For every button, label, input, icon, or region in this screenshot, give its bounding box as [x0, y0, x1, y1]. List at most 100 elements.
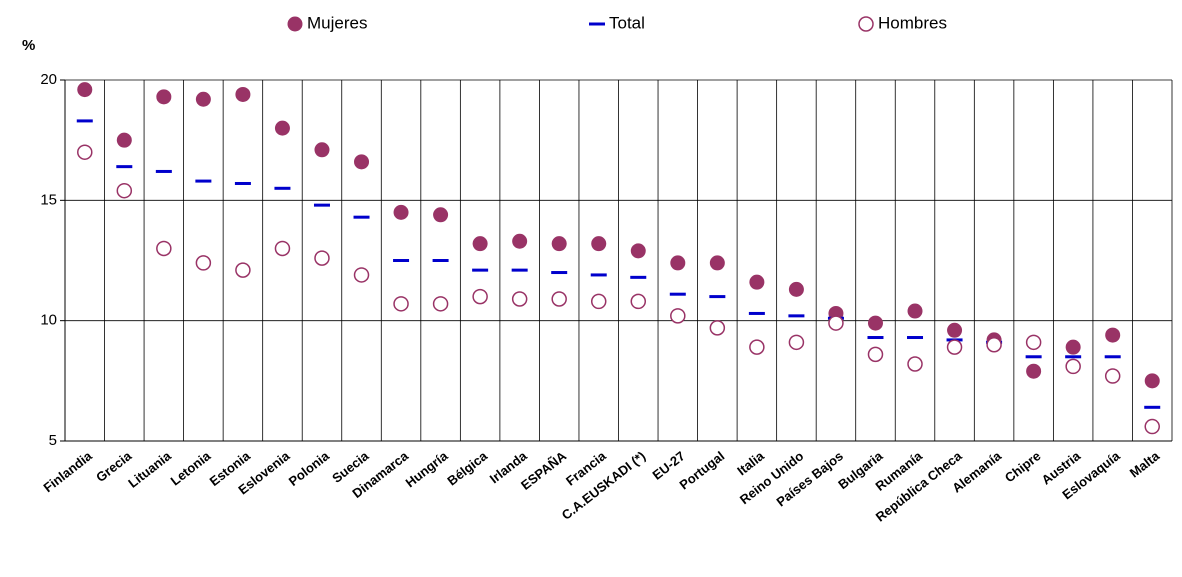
point	[947, 322, 963, 338]
point	[433, 207, 449, 223]
point	[314, 250, 330, 266]
x-tick-label: Finlandia	[41, 448, 96, 495]
x-tick-label: Italia	[734, 448, 767, 479]
point	[432, 296, 449, 312]
point	[77, 82, 93, 98]
point	[195, 255, 212, 271]
point	[590, 273, 607, 277]
point	[748, 311, 765, 315]
x-tick-label: ESPAÑA	[518, 448, 570, 493]
point	[235, 262, 251, 278]
point	[788, 281, 804, 297]
point	[1025, 355, 1042, 359]
point	[353, 215, 370, 219]
legend-label: Mujeres	[307, 13, 367, 32]
point	[986, 336, 1002, 353]
point	[511, 268, 528, 272]
point	[1104, 368, 1121, 384]
point	[314, 142, 330, 158]
x-tick-label: Portugal	[677, 448, 728, 492]
point	[867, 315, 883, 331]
point	[709, 255, 725, 271]
point	[551, 291, 567, 307]
point	[1065, 355, 1082, 359]
point	[907, 303, 923, 319]
point	[274, 120, 290, 136]
point	[353, 267, 370, 283]
point	[630, 293, 647, 310]
point	[828, 315, 844, 331]
point	[354, 154, 370, 170]
point	[1104, 355, 1121, 359]
point	[512, 233, 528, 249]
point	[156, 240, 172, 257]
point	[749, 274, 765, 290]
x-tick-label: Hungría	[403, 448, 452, 491]
point	[669, 292, 686, 296]
point	[670, 255, 686, 271]
point	[76, 119, 93, 123]
point	[946, 339, 963, 355]
point	[116, 132, 132, 148]
point	[749, 339, 765, 355]
point	[709, 320, 726, 336]
point	[551, 271, 568, 275]
point	[788, 314, 805, 318]
legend-marker	[589, 22, 605, 26]
point	[1025, 334, 1042, 351]
point	[1105, 327, 1121, 343]
point	[195, 179, 212, 183]
point	[235, 86, 251, 102]
point	[630, 275, 647, 279]
y-tick-label: 10	[40, 312, 57, 329]
point	[867, 346, 884, 363]
point	[788, 334, 805, 351]
point	[234, 181, 251, 185]
point	[393, 204, 409, 220]
point	[1065, 358, 1081, 375]
point	[155, 169, 172, 173]
point	[511, 291, 528, 307]
point	[274, 240, 291, 257]
x-tick-label: Chipre	[1002, 448, 1044, 485]
point	[77, 144, 93, 160]
point	[472, 268, 489, 272]
x-tick-label: Polonia	[286, 448, 333, 489]
legend-marker	[287, 16, 303, 32]
point	[1144, 405, 1161, 409]
point	[590, 293, 607, 310]
point	[630, 243, 646, 259]
legend-marker	[858, 16, 874, 32]
point	[551, 236, 567, 252]
point	[116, 165, 133, 169]
point	[274, 186, 291, 190]
x-tick-label: Lituania	[125, 448, 174, 491]
point	[313, 203, 330, 207]
point	[472, 236, 488, 252]
point	[1026, 363, 1042, 379]
y-tick-label: 20	[40, 71, 57, 88]
point	[709, 295, 726, 299]
point	[472, 288, 488, 305]
x-tick-label: Bélgica	[444, 448, 490, 489]
point	[907, 356, 923, 372]
point	[116, 182, 133, 199]
point	[670, 308, 686, 324]
point	[1065, 339, 1081, 355]
legend-label: Total	[609, 13, 645, 32]
point	[907, 336, 924, 340]
point	[867, 336, 884, 340]
x-tick-label: Malta	[1127, 448, 1163, 481]
point	[393, 259, 410, 262]
point	[1144, 373, 1160, 389]
point	[1144, 418, 1160, 435]
y-axis-label: %	[22, 37, 35, 54]
point	[195, 91, 211, 107]
point	[156, 89, 172, 105]
point	[393, 296, 409, 312]
point	[591, 236, 607, 252]
y-tick-label: 15	[40, 191, 57, 208]
point	[432, 259, 449, 262]
